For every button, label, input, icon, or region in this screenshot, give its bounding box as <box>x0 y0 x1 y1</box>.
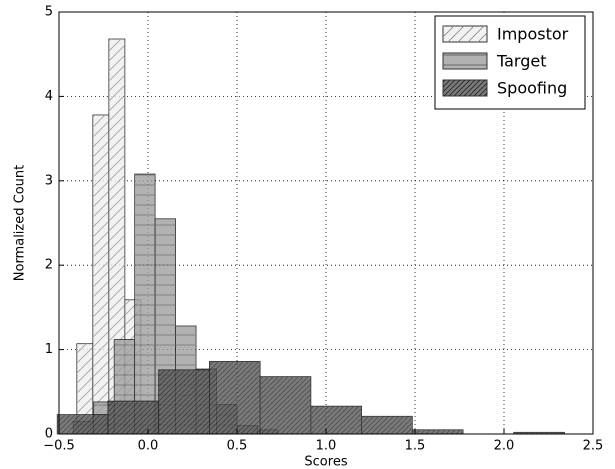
legend-label: Spoofing <box>497 79 567 98</box>
legend: Impostor Target Spoofing <box>434 15 586 110</box>
y-tick-label: 1 <box>45 342 53 357</box>
series <box>56 361 565 435</box>
bar-hatch <box>513 432 565 434</box>
y-tick-label: 2 <box>45 258 53 273</box>
bar-hatch <box>57 414 108 434</box>
x-axis-label: Scores <box>304 455 347 469</box>
bar-hatch <box>107 401 159 434</box>
y-tick-label: 4 <box>45 89 53 104</box>
bar-hatch <box>260 376 311 434</box>
bar-hatch <box>209 361 261 434</box>
bar-hatch <box>310 406 362 434</box>
bar-hatch <box>361 416 413 434</box>
bar-hatch <box>92 114 109 434</box>
legend-swatch-hatch <box>443 53 487 69</box>
y-tick-label: 0 <box>45 427 53 442</box>
legend-swatch-hatch <box>443 26 487 42</box>
bar-hatch <box>158 369 210 434</box>
bar-hatch <box>76 343 93 434</box>
x-tick-label: 1.0 <box>316 439 337 454</box>
legend-label: Target <box>496 52 547 71</box>
legend-label: Impostor <box>497 25 569 44</box>
y-tick-label: 5 <box>45 5 53 20</box>
x-tick-label: 2.0 <box>494 439 515 454</box>
bar-hatch <box>134 174 156 434</box>
y-axis-label: Normalized Count <box>13 165 28 281</box>
legend-swatch-hatch <box>443 80 487 96</box>
y-tick-label: 3 <box>45 173 53 188</box>
x-tick-label: 0.5 <box>227 439 248 454</box>
x-tick-label: 2.5 <box>583 439 604 454</box>
x-tick-label: −0.5 <box>43 439 75 454</box>
x-tick-label: 1.5 <box>405 439 426 454</box>
bar-hatch <box>412 429 464 434</box>
bar-hatch <box>108 39 125 435</box>
x-tick-label: 0.0 <box>138 439 159 454</box>
